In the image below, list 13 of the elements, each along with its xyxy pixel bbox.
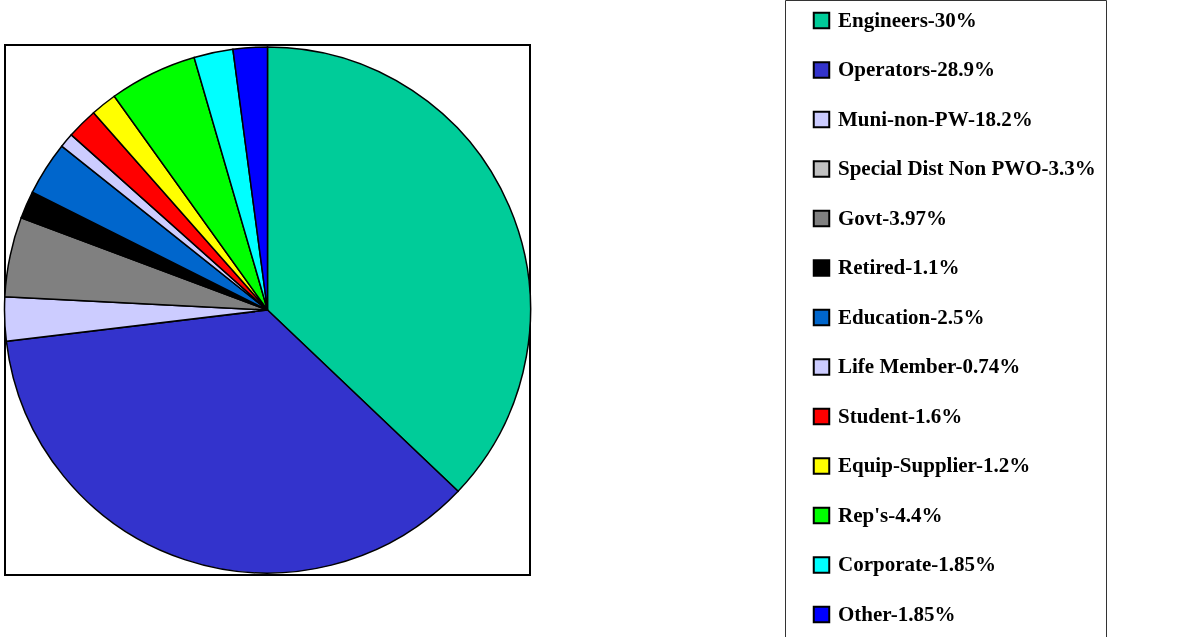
legend-label: Engineers-30% xyxy=(838,7,977,32)
legend-label: Corporate-1.85% xyxy=(838,552,997,576)
legend-label: Operators-28.9% xyxy=(838,57,995,81)
legend-label: Equip-Supplier-1.2% xyxy=(838,453,1031,477)
legend-label: Govt-3.97% xyxy=(838,205,948,230)
legend-label: Other-1.85% xyxy=(838,601,956,626)
legend-label: Muni-non-PW-18.2% xyxy=(838,106,1033,131)
legend-label: Retired-1.1% xyxy=(838,255,960,279)
legend-label: Rep's-4.4% xyxy=(838,502,943,527)
legend-label: Education-2.5% xyxy=(838,304,985,329)
legend-label: Life Member-0.74% xyxy=(838,354,1021,378)
legend-label: Special Dist Non PWO-3.3% xyxy=(838,156,1096,180)
legend-label: Student-1.6% xyxy=(838,403,963,428)
